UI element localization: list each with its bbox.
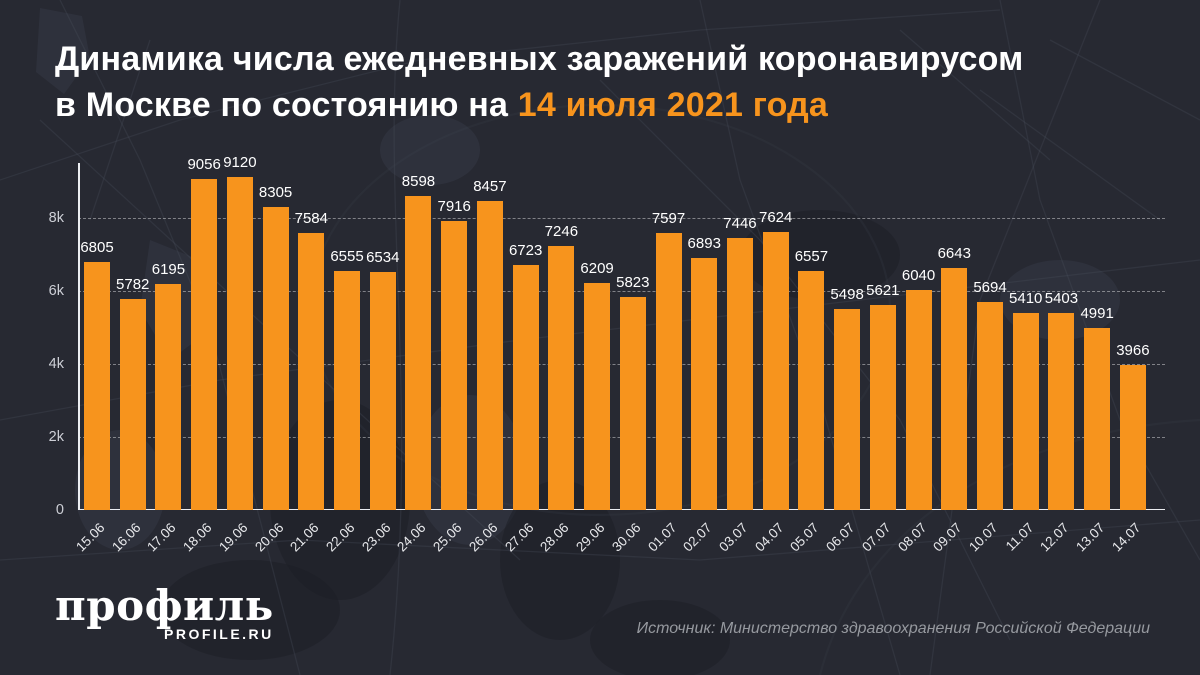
bar-value-label: 6555 (330, 247, 364, 265)
bar-value-label: 5498 (830, 286, 864, 304)
bar (119, 298, 146, 510)
bar-value-label: 6805 (80, 238, 114, 256)
y-axis-tick-label: 6k (48, 283, 64, 299)
profile-logo-wordmark: профиль (55, 581, 274, 630)
bar (655, 232, 682, 510)
bar-value-label: 6209 (580, 260, 614, 278)
bar (869, 304, 896, 510)
bar (369, 271, 396, 510)
bar-value-label: 7584 (294, 210, 328, 228)
bar (84, 261, 110, 510)
bar (155, 283, 182, 510)
bar (191, 179, 218, 510)
chart-title-line2: в Москве по состоянию на 14 июля 2021 го… (55, 82, 1023, 128)
bar-value-label: 6040 (901, 266, 936, 284)
bar-value-label: 9056 (187, 156, 221, 174)
bar-value-label: 7597 (651, 209, 686, 227)
bar (941, 267, 968, 510)
bar-value-label: 3966 (1116, 342, 1150, 360)
bar-value-label: 7446 (723, 215, 757, 233)
bar-value-label: 6643 (937, 244, 971, 262)
bar-value-label: 8305 (258, 183, 293, 201)
bar (512, 264, 539, 510)
bar (726, 238, 753, 510)
chart-title-line1: Динамика числа ежедневных заражений коро… (55, 40, 1024, 78)
bar (905, 289, 932, 510)
bar-value-label: 5694 (973, 279, 1007, 297)
bar (334, 270, 361, 510)
bar-value-label: 6557 (794, 247, 829, 265)
bar (1048, 312, 1075, 510)
bar-value-label: 6893 (687, 235, 721, 253)
bar (262, 206, 289, 510)
bar (1119, 365, 1146, 510)
bar-value-label: 7624 (758, 208, 793, 226)
bar-value-label: 8598 (401, 173, 436, 191)
y-axis-tick-label: 2k (48, 429, 64, 445)
bar-value-label: 6534 (366, 248, 400, 266)
bar-value-label: 4991 (1080, 304, 1114, 322)
bar-value-label: 5410 (1009, 289, 1043, 307)
bar (1084, 327, 1111, 510)
chart-title-line2-text: в Москве по состоянию на (55, 86, 518, 124)
bar (441, 221, 468, 510)
bar (298, 233, 325, 510)
gridline-6k (78, 291, 1165, 292)
bar (798, 270, 825, 510)
profile-logo: профиль PROFILE.RU (55, 581, 274, 643)
bar-value-label: 5621 (866, 281, 900, 299)
bar (226, 177, 253, 510)
bar-value-label: 5823 (616, 274, 650, 292)
bar-value-label: 6195 (151, 260, 186, 278)
bar (619, 297, 646, 510)
bar (762, 231, 789, 510)
bar (977, 302, 1003, 510)
bar (584, 283, 611, 510)
chart-title-date-highlight: 14 июля 2021 года (517, 86, 829, 124)
y-axis-tick-label: 8k (48, 210, 64, 226)
y-axis-line (78, 163, 80, 510)
bar (834, 309, 861, 510)
bar-value-label: 6723 (508, 241, 543, 259)
bar (405, 196, 432, 510)
gridline-8k (78, 218, 1165, 219)
bar (691, 258, 718, 510)
bar (548, 245, 575, 510)
y-axis-tick-label: 4k (48, 356, 64, 372)
bar-value-label: 8457 (473, 178, 507, 196)
bar-value-label: 7246 (544, 222, 579, 240)
bar-value-label: 5782 (116, 275, 150, 293)
profile-logo-url: PROFILE.RU (164, 626, 274, 642)
bar (1012, 312, 1039, 510)
y-axis-tick-label: 0 (55, 502, 64, 518)
bar-value-label: 9120 (223, 154, 257, 172)
source-attribution: Источник: Министерство здравоохранения Р… (636, 620, 1150, 637)
bar-value-label: 7916 (437, 198, 471, 216)
chart-title: Динамика числа ежедневных заражений коро… (55, 36, 1023, 128)
bar (476, 201, 503, 510)
bar-value-label: 5403 (1044, 289, 1079, 307)
